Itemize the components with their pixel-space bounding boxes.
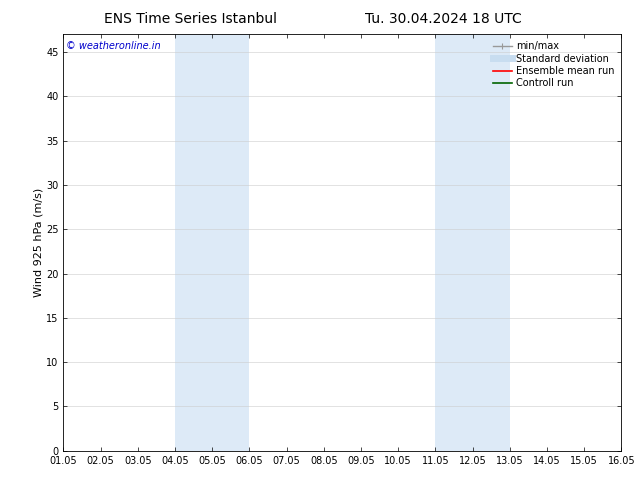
- Text: © weatheronline.in: © weatheronline.in: [66, 41, 161, 50]
- Legend: min/max, Standard deviation, Ensemble mean run, Controll run: min/max, Standard deviation, Ensemble me…: [489, 37, 618, 92]
- Bar: [175, 34, 249, 451]
- Y-axis label: Wind 925 hPa (m/s): Wind 925 hPa (m/s): [33, 188, 43, 297]
- Text: ENS Time Series Istanbul: ENS Time Series Istanbul: [104, 12, 276, 26]
- Bar: [436, 34, 510, 451]
- Text: Tu. 30.04.2024 18 UTC: Tu. 30.04.2024 18 UTC: [365, 12, 522, 26]
